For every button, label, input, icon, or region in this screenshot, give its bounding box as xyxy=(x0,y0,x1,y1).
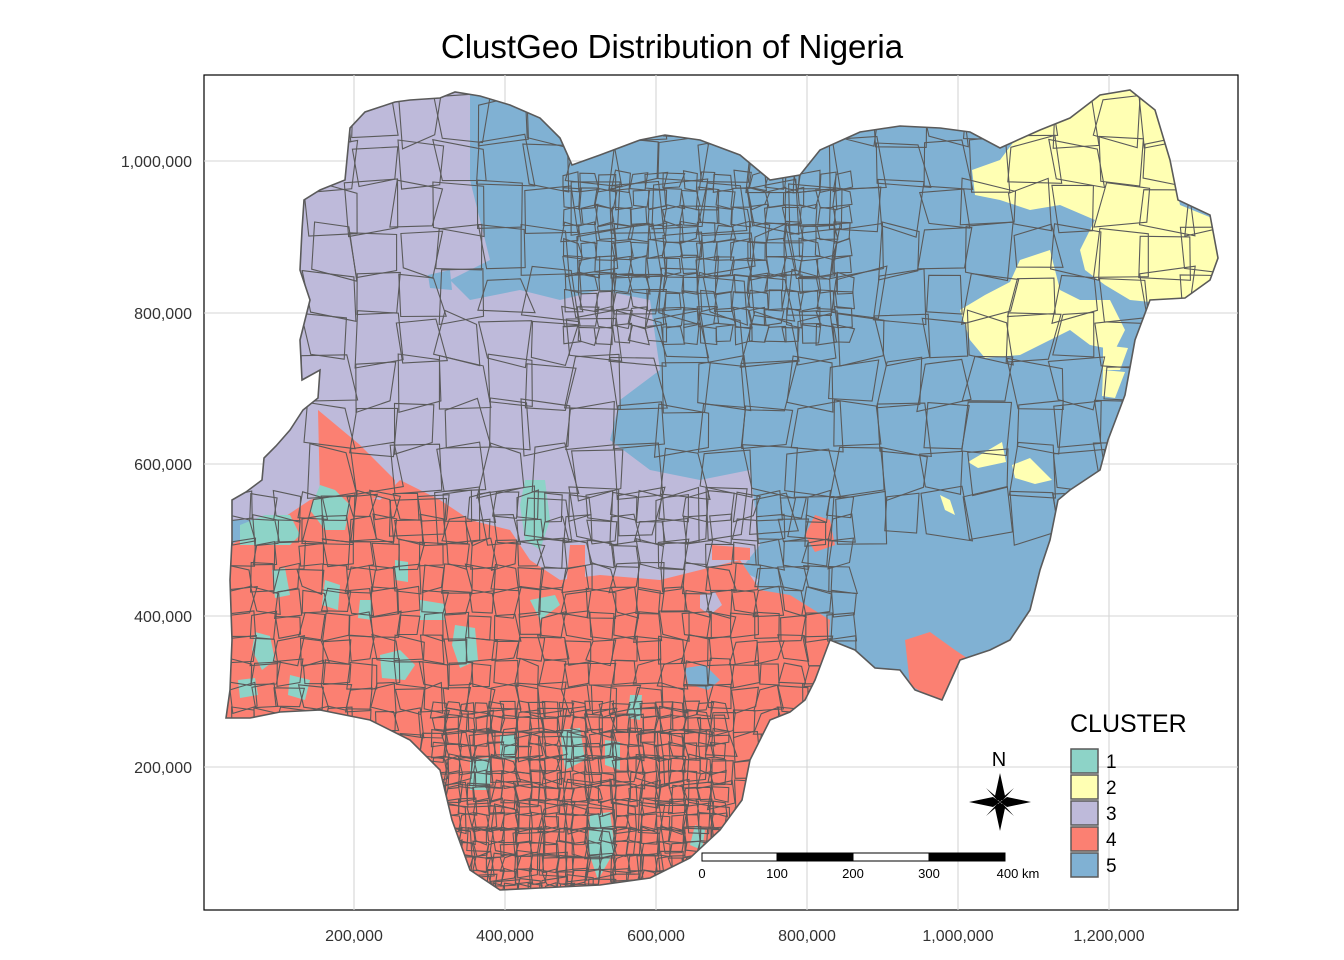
cluster-4-northwest xyxy=(318,410,395,500)
legend-swatch xyxy=(1070,800,1099,826)
legend-title: CLUSTER xyxy=(1070,710,1187,738)
cluster-2-small-4 xyxy=(1012,458,1052,484)
x-tick-label: 1,200,000 xyxy=(1073,928,1144,945)
cluster-2-small-3 xyxy=(968,442,1006,468)
legend-label: 5 xyxy=(1106,856,1117,877)
cluster-1-patch xyxy=(420,600,445,620)
legend-swatch xyxy=(1070,748,1099,774)
cluster-2-small-2 xyxy=(1102,370,1125,398)
x-tick-label: 600,000 xyxy=(627,928,685,945)
legend-label: 2 xyxy=(1106,778,1117,799)
scale-label-200: 200 xyxy=(842,866,864,881)
cluster-1-patch xyxy=(380,650,415,680)
cluster-4-east-patch xyxy=(805,515,835,552)
legend: CLUSTER 1 2 3 4 5 xyxy=(1070,710,1187,878)
scale-label-100: 100 xyxy=(766,866,788,881)
north-arrow-icon: N xyxy=(969,749,1031,831)
legend-swatch xyxy=(1070,826,1099,852)
cluster-2-small-1 xyxy=(1103,345,1128,370)
legend-label: 3 xyxy=(1106,804,1117,825)
cluster-2-small-5 xyxy=(940,495,955,515)
scale-label-400: 400 km xyxy=(997,866,1040,881)
cluster-2-band xyxy=(960,250,1125,358)
cluster-1-patch xyxy=(530,595,560,620)
cluster-1-patch xyxy=(690,825,705,850)
scale-seg-2 xyxy=(776,852,854,862)
y-tick-label: 800,000 xyxy=(134,306,192,323)
cluster-1-patch xyxy=(322,580,340,610)
cluster-5-patch-south xyxy=(685,665,720,690)
map-title: ClustGeo Distribution of Nigeria xyxy=(440,28,904,65)
x-tick-label: 800,000 xyxy=(778,928,836,945)
y-tick-label: 200,000 xyxy=(134,760,192,777)
y-tick-label: 600,000 xyxy=(134,457,192,474)
x-tick-label: 1,000,000 xyxy=(922,928,993,945)
y-axis-ticks: 1,000,000 800,000 600,000 400,000 200,000 xyxy=(121,154,192,777)
scale-bar: 0 100 200 300 400 km xyxy=(698,852,1040,881)
legend-swatch xyxy=(1070,852,1099,878)
x-tick-label: 400,000 xyxy=(476,928,534,945)
scale-seg-3 xyxy=(852,852,930,862)
scale-label-300: 300 xyxy=(918,866,940,881)
x-axis-ticks: 200,000 400,000 600,000 800,000 1,000,000 1,2… xyxy=(325,928,1145,945)
legend-label: 4 xyxy=(1106,830,1117,851)
cluster-1-patch xyxy=(252,632,275,670)
cluster-1-patch xyxy=(240,515,300,545)
cluster-1-patch xyxy=(452,625,478,668)
cluster-2-region xyxy=(972,90,1218,302)
scale-seg-4 xyxy=(928,852,1006,862)
y-tick-label: 400,000 xyxy=(134,609,192,626)
legend-swatch xyxy=(1070,774,1099,800)
cluster-5-patch-nw xyxy=(428,270,452,290)
y-tick-label: 1,000,000 xyxy=(121,154,192,171)
north-label: N xyxy=(992,749,1006,771)
country-outline xyxy=(225,89,1219,891)
cluster-1-patch xyxy=(395,560,408,582)
cluster-4-middle-strip xyxy=(565,545,585,600)
panel-border xyxy=(203,74,1239,911)
legend-label: 1 xyxy=(1106,752,1117,773)
cluster-4-east-strip xyxy=(712,545,750,560)
x-tick-label: 200,000 xyxy=(325,928,383,945)
scale-seg-1 xyxy=(701,852,778,862)
scale-label-0: 0 xyxy=(698,866,705,881)
cluster-3-patch xyxy=(700,592,722,615)
